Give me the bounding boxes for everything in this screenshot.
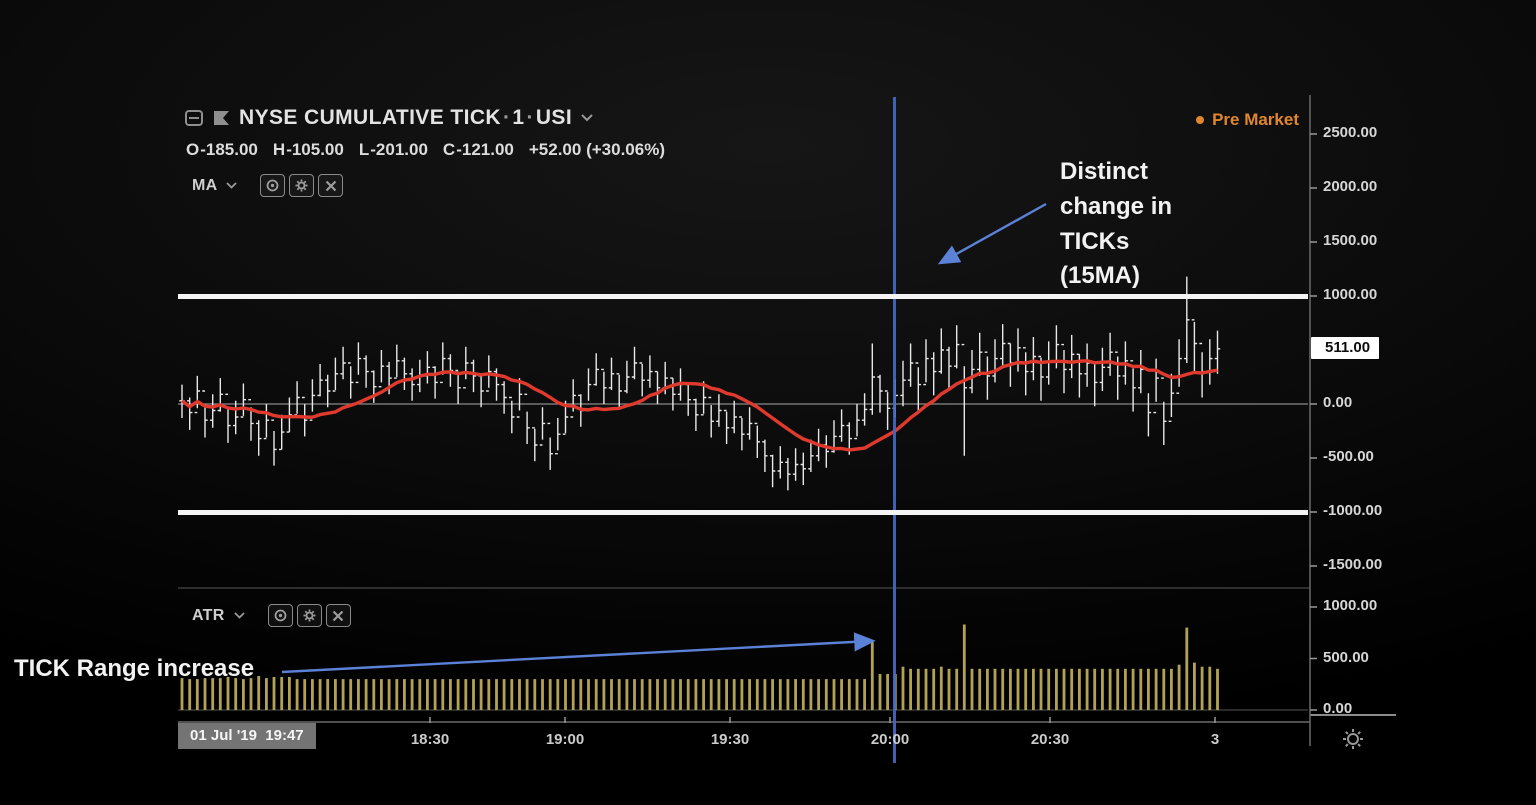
ma-visibility-button[interactable] [260,174,286,197]
time-tick-label: 20:30 [1030,731,1070,748]
open-value: -185.00 [200,140,258,159]
vertical-drawn-line[interactable] [893,97,896,763]
low-label: L [358,140,370,159]
gear-icon [295,179,308,192]
chevron-down-icon[interactable] [581,114,593,122]
ma-indicator-label[interactable]: MA [192,176,218,194]
atr-tick-label: 0.00 [1323,700,1353,717]
atr-indicator-row: ATR [192,604,351,627]
pre-market-badge: Pre Market [1196,110,1299,130]
low-value: -201.00 [370,140,428,159]
interval-value[interactable]: 1 [512,106,525,129]
chevron-down-icon[interactable] [226,182,238,189]
time-tick-label: 20:00 [870,731,910,748]
annotation-distinct-change[interactable]: Distinct change in TICKs (15MA) [1060,158,1173,290]
upper-level-line[interactable] [178,294,1308,299]
eye-icon [267,179,279,192]
price-tick-label: 2500.00 [1323,124,1378,141]
close-value: -121.00 [456,140,514,159]
title-separator: · [526,106,534,129]
exchange-value[interactable]: USI [535,106,573,129]
title-separator: · [502,106,511,129]
atr-visibility-button[interactable] [267,604,293,627]
price-tick-label: 0.00 [1323,394,1353,411]
atr-bars-series [180,624,1219,710]
time-tick-label: 19:30 [710,731,750,748]
symbol-title[interactable]: NYSE CUMULATIVE TICK·1·USI [239,106,573,129]
window-layout-icon[interactable] [185,109,204,127]
atr-settings-button[interactable] [296,604,322,627]
last-price-tag: 511.00 [1311,337,1380,359]
price-tick-label: 1000.00 [1323,286,1378,303]
ohlc-readout: O -185.00 H -105.00 L -201.00 C -121.00 +52.… [186,140,665,160]
time-tick-label: 19:00 [545,731,585,748]
atr-indicator-label[interactable]: ATR [192,606,225,624]
price-tick-label: -1500.00 [1323,556,1383,573]
date-time-box: 01 Jul '19 19:47 [178,723,316,749]
gear-icon [303,609,316,622]
symbol-header[interactable]: NYSE CUMULATIVE TICK·1·USI [185,106,593,130]
axis-settings-sun-icon[interactable] [1341,727,1365,751]
ma-settings-button[interactable] [289,174,315,197]
close-label: C [442,140,456,159]
price-tick-label: 1500.00 [1323,232,1378,249]
open-label: O [186,140,200,159]
ma-delete-button[interactable] [318,174,344,197]
ma-indicator-row: MA [192,174,344,197]
symbol-flag-icon[interactable] [213,110,230,126]
annotation-tick-range[interactable]: TICK Range increase [14,655,255,682]
atr-tick-label: 500.00 [1323,648,1369,666]
ma-line-series [180,359,1218,452]
pre-market-label: Pre Market [1212,110,1299,129]
lower-level-line[interactable] [178,510,1308,515]
axis-lines[interactable] [178,95,1317,746]
price-tick-label: -1000.00 [1323,502,1383,519]
high-label: H [272,140,286,159]
eye-icon [274,609,287,622]
change-value: +52.00 (+30.06%) [528,140,665,159]
close-icon [325,180,337,191]
atr-tick-label: 1000.00 [1323,597,1378,614]
pre-market-dot-icon [1196,116,1205,124]
time-tick-label: 3 [1210,731,1220,748]
high-value: -105.00 [286,140,344,159]
price-tick-label: -500.00 [1323,448,1374,465]
close-icon [332,610,344,621]
atr-delete-button[interactable] [325,604,351,627]
annotation-arrows[interactable] [281,202,1047,674]
chevron-down-icon[interactable] [233,612,245,619]
price-tick-label: 2000.00 [1323,178,1378,195]
time-tick-label: 18:30 [410,731,450,748]
